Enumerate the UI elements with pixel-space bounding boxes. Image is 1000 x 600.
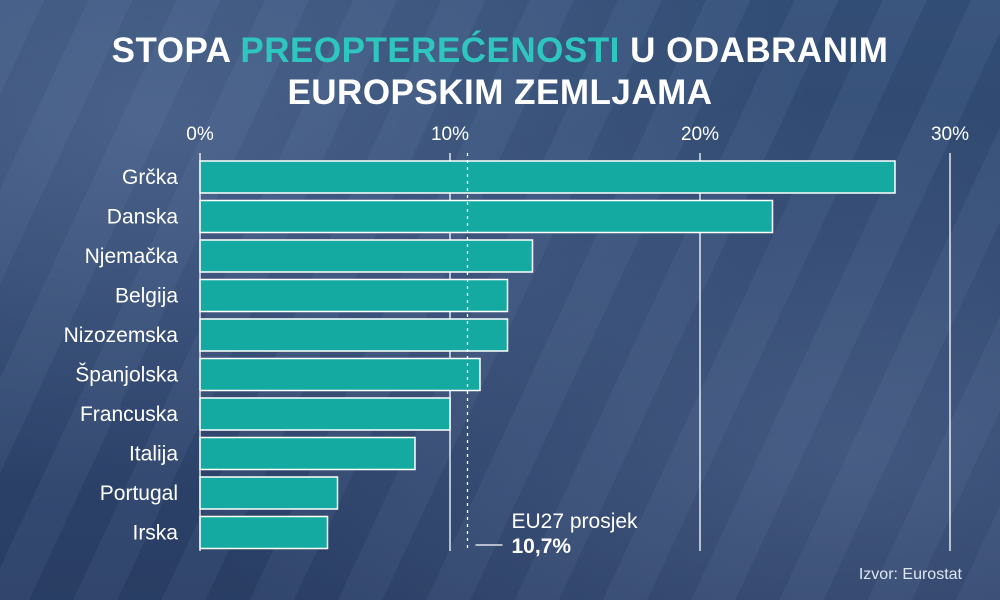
category-labels: Grčka Danska Njemačka Belgija Nizozemska Špan… bbox=[64, 166, 179, 545]
bars bbox=[199, 160, 896, 550]
x-tick-label: 20% bbox=[681, 124, 719, 145]
chart-title: STOPA PREOPTEREĆENOSTI U ODABRANIM EUROP… bbox=[0, 30, 1000, 114]
bar bbox=[199, 515, 329, 550]
x-tick-label: 30% bbox=[931, 124, 969, 145]
bar bbox=[199, 160, 896, 194]
title-part-1: STOPA bbox=[111, 31, 231, 70]
bar bbox=[199, 278, 509, 313]
bar bbox=[199, 239, 534, 273]
x-tick-label: 10% bbox=[431, 124, 469, 145]
source-note: Izvor: Eurostat bbox=[858, 566, 962, 583]
title-line-1: STOPA PREOPTEREĆENOSTI U ODABRANIM bbox=[0, 30, 1000, 72]
bar bbox=[199, 357, 481, 392]
bar bbox=[199, 476, 339, 510]
eu-average-value: 10,7% bbox=[512, 535, 572, 558]
category-label: Danska bbox=[107, 206, 179, 229]
category-label: Francuska bbox=[80, 403, 178, 426]
category-label: Nizozemska bbox=[64, 324, 179, 347]
x-tick-label: 0% bbox=[186, 124, 214, 145]
eu-average-label: EU27 prosjek bbox=[512, 510, 639, 533]
category-label: Njemačka bbox=[85, 245, 179, 268]
category-label: Italija bbox=[129, 443, 178, 466]
category-label: Grčka bbox=[122, 166, 178, 189]
x-axis-ticks: 0% 10% 20% 30% bbox=[186, 124, 969, 145]
category-label: Belgija bbox=[115, 285, 178, 308]
title-part-2: U ODABRANIM bbox=[630, 31, 889, 70]
bar bbox=[199, 436, 416, 471]
category-label: Španjolska bbox=[75, 364, 178, 387]
category-label: Portugal bbox=[100, 482, 178, 505]
bar bbox=[199, 397, 451, 431]
title-highlight: PREOPTEREĆENOSTI bbox=[240, 31, 620, 70]
title-line-2: EUROPSKIM ZEMLJAMA bbox=[287, 73, 713, 112]
category-label: Irska bbox=[132, 522, 178, 545]
bar bbox=[199, 318, 509, 352]
bar bbox=[199, 199, 774, 234]
